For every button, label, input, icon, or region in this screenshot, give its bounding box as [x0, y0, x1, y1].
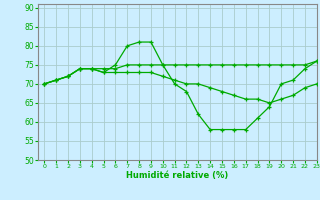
X-axis label: Humidité relative (%): Humidité relative (%) [126, 171, 229, 180]
